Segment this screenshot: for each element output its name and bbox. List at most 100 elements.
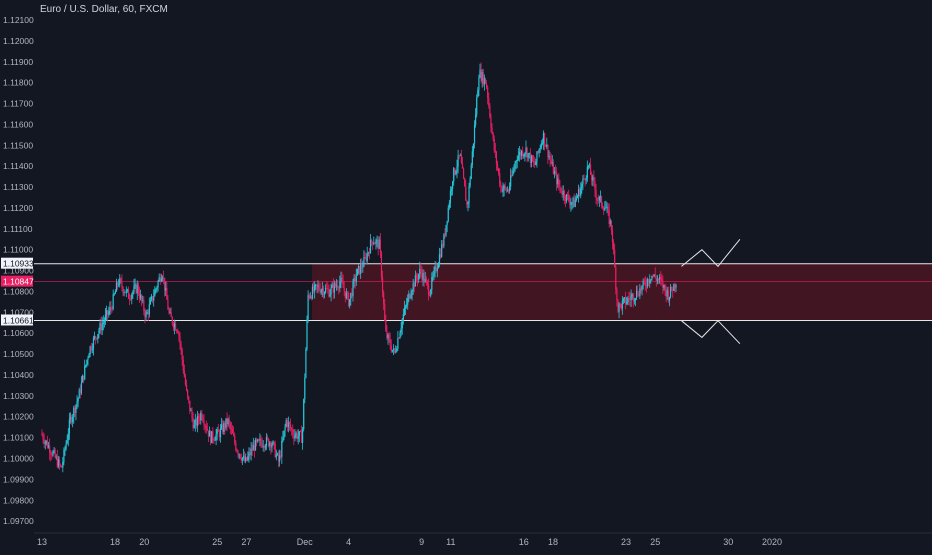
candle-body — [295, 433, 297, 436]
candle-body — [258, 439, 260, 441]
candle-body — [141, 294, 143, 301]
candle-body — [51, 454, 53, 456]
candle-body — [215, 434, 217, 441]
candle-body — [92, 338, 95, 349]
candle-body — [206, 429, 208, 431]
candle-body — [597, 199, 599, 201]
candle-body — [619, 303, 621, 305]
candle-body — [195, 419, 197, 426]
candle-body — [402, 314, 404, 320]
candle-body — [123, 292, 125, 294]
candle-body — [72, 416, 74, 423]
candle-body — [605, 207, 607, 209]
candle-body — [462, 168, 465, 179]
candle-body — [484, 78, 487, 84]
x-tick-label: 18 — [110, 537, 120, 547]
candle-body — [177, 331, 179, 333]
candle-body — [169, 312, 171, 314]
candle-body — [515, 161, 517, 163]
x-tick-label: 4 — [346, 537, 351, 547]
candle-body — [449, 190, 452, 204]
candle-body — [549, 155, 551, 160]
candle-body — [346, 292, 349, 294]
candle-body — [57, 459, 60, 467]
candle-body — [611, 229, 614, 243]
candle-body — [389, 338, 391, 347]
candle-body — [512, 170, 514, 176]
candle-body — [618, 303, 620, 312]
candle-body — [214, 440, 216, 441]
candle-body — [223, 423, 225, 432]
candle-body — [197, 415, 200, 420]
candle-body — [165, 287, 167, 291]
candle-body — [265, 437, 268, 447]
candle-body — [344, 291, 346, 299]
candle-body — [261, 442, 263, 447]
candle-body — [75, 404, 77, 414]
candle-body — [610, 220, 612, 230]
candle-body — [328, 289, 330, 297]
candle-body — [280, 455, 282, 457]
candle-body — [595, 190, 597, 198]
candle-body — [99, 323, 101, 331]
candle-body — [246, 457, 248, 461]
candle-body — [459, 154, 461, 156]
candle-body — [124, 292, 126, 294]
candle-body — [174, 323, 177, 331]
candle-body — [365, 257, 367, 262]
candle-body — [427, 284, 430, 296]
candle-body — [348, 293, 350, 306]
candle-body — [157, 281, 159, 288]
candle-body — [312, 286, 315, 292]
candle-body — [358, 266, 361, 274]
candle-body — [602, 205, 604, 208]
candle-body — [671, 286, 673, 291]
candle-body — [291, 428, 293, 430]
candle-body — [500, 184, 502, 187]
candle-body — [403, 307, 406, 315]
candle-body — [477, 90, 479, 98]
candle-body — [656, 279, 658, 281]
candle-body — [586, 166, 588, 178]
candle-body — [131, 294, 133, 299]
candle-body — [137, 284, 139, 294]
candle-body — [436, 268, 438, 272]
candle-body — [502, 189, 504, 192]
candle-body — [571, 202, 573, 204]
candle-body — [213, 439, 215, 441]
candle-body — [303, 399, 305, 430]
candle-body — [420, 268, 422, 272]
candle-body — [275, 454, 277, 458]
candle-body — [552, 162, 554, 174]
candle-body — [599, 196, 602, 198]
candle-body — [540, 143, 542, 148]
candle-body — [514, 162, 516, 169]
candle-body — [208, 431, 211, 437]
candle-body — [294, 435, 296, 439]
x-tick-label: 2020 — [762, 537, 782, 547]
candle-body — [50, 453, 52, 455]
candle-body — [663, 284, 665, 288]
candle-body — [168, 309, 170, 313]
candle-body — [607, 206, 609, 211]
candle-body — [575, 197, 577, 200]
y-tick-label: 1.10300 — [3, 391, 34, 401]
candle-body — [621, 300, 623, 309]
candle-body — [491, 127, 493, 133]
candle-body — [201, 412, 203, 419]
candle-body — [383, 292, 385, 305]
candle-body — [450, 188, 453, 191]
candle-body — [352, 281, 354, 297]
candle-body — [630, 296, 632, 300]
candle-body — [53, 450, 55, 452]
candle-body — [353, 278, 355, 282]
candle-body — [288, 422, 291, 425]
candle-body — [498, 168, 500, 174]
candle-body — [581, 183, 583, 189]
candle-body — [149, 299, 152, 305]
candle-body — [153, 296, 155, 301]
candle-body — [216, 429, 218, 435]
candle-body — [203, 421, 205, 426]
